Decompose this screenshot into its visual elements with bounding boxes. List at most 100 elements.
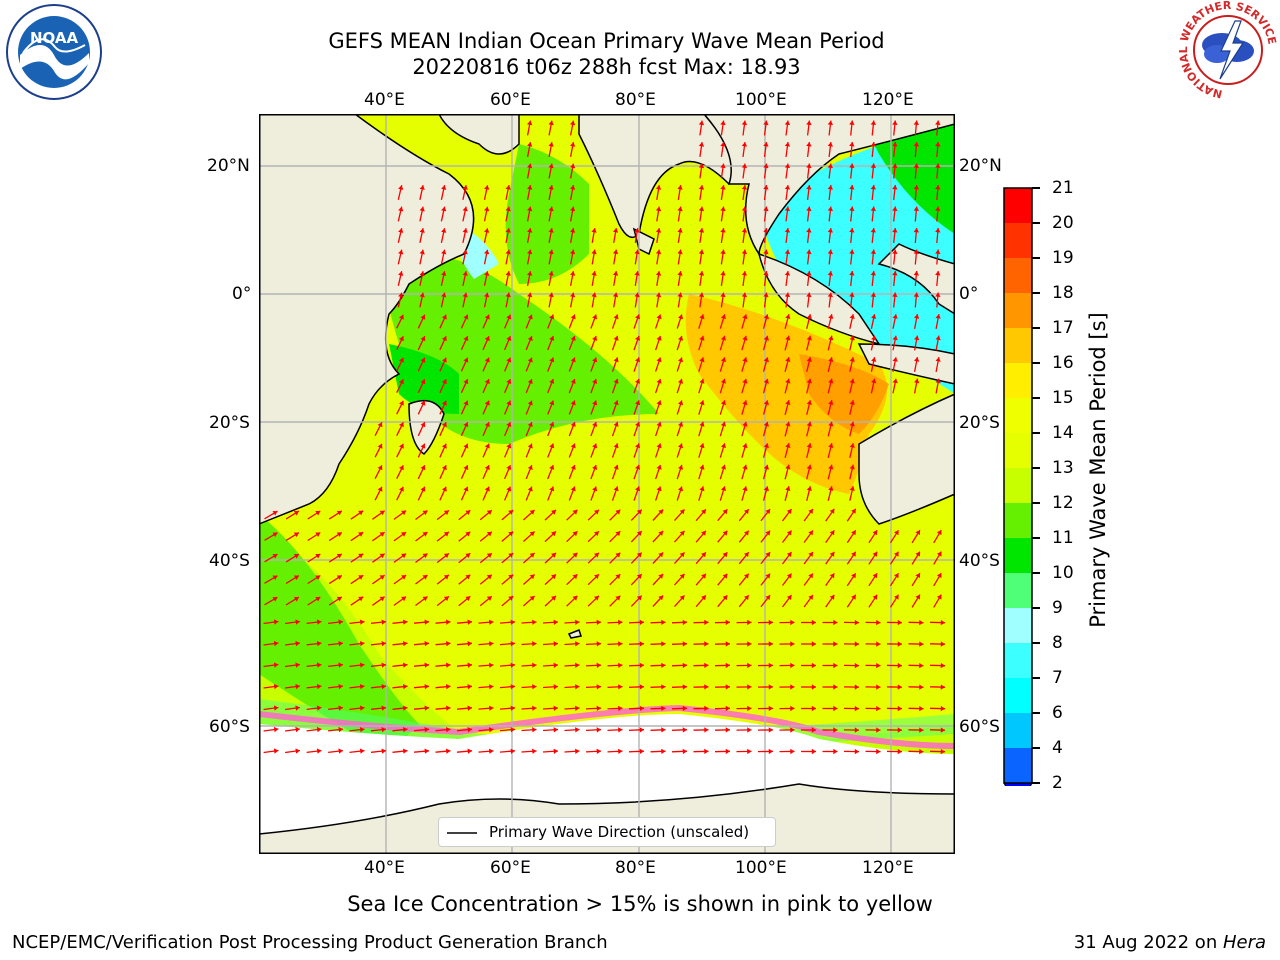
wave-arrow xyxy=(677,227,683,244)
wave-arrow xyxy=(827,486,834,501)
wave-arrow xyxy=(892,206,898,222)
wave-arrow xyxy=(456,748,473,754)
wave-arrow xyxy=(263,683,279,690)
wave-arrow xyxy=(655,227,662,244)
wave-arrow xyxy=(396,486,404,501)
wave-arrow xyxy=(328,596,343,606)
wave-arrow xyxy=(370,748,387,754)
wave-arrow xyxy=(908,619,924,626)
wave-arrow xyxy=(458,531,471,542)
wave-arrow xyxy=(397,185,404,200)
lon-label-top-120e: 120°E xyxy=(862,90,914,110)
wave-arrow xyxy=(720,163,726,179)
wave-arrow xyxy=(760,551,771,565)
wave-arrow xyxy=(892,270,898,287)
colorbar-segment xyxy=(1004,433,1032,468)
wave-arrow xyxy=(374,443,383,458)
wave-arrow xyxy=(525,486,533,501)
wave-arrow xyxy=(525,335,533,351)
lat-label-left-20n: 20°N xyxy=(207,156,250,176)
wave-arrow xyxy=(652,509,664,521)
wave-arrow xyxy=(542,662,559,668)
wave-arrow xyxy=(564,641,580,647)
wave-arrow xyxy=(458,574,471,585)
wave-arrow xyxy=(328,553,343,563)
wave-arrow xyxy=(460,421,469,437)
wave-arrow xyxy=(827,271,833,286)
wave-arrow xyxy=(933,572,942,587)
wave-arrow xyxy=(784,142,791,157)
wave-arrow xyxy=(719,443,726,458)
wave-arrow xyxy=(548,184,554,201)
wave-arrow xyxy=(714,684,731,690)
wave-arrow xyxy=(784,185,791,200)
wave-arrow xyxy=(525,464,533,480)
wave-arrow xyxy=(306,619,322,625)
wave-arrow xyxy=(671,641,688,647)
colorbar-segment xyxy=(1004,398,1032,433)
wave-arrow xyxy=(460,443,469,458)
wave-arrow xyxy=(521,684,537,690)
colorbar-tick-label: 18 xyxy=(1052,283,1074,303)
wave-arrow xyxy=(714,705,731,712)
wave-arrow xyxy=(462,271,468,286)
wave-arrow xyxy=(392,684,408,690)
wave-arrow xyxy=(350,596,364,606)
wave-arrow xyxy=(693,684,709,690)
wave-arrow xyxy=(306,662,322,668)
wave-arrow xyxy=(825,594,835,608)
wave-arrow xyxy=(719,335,726,351)
wave-arrow xyxy=(505,206,511,222)
wave-arrow xyxy=(456,662,473,668)
wave-arrow xyxy=(892,184,898,201)
wave-arrow xyxy=(349,619,365,625)
wave-arrow xyxy=(478,684,494,690)
wave-arrow xyxy=(849,486,855,501)
wave-arrow xyxy=(499,727,516,733)
wave-arrow xyxy=(784,378,791,394)
wave-arrow xyxy=(482,464,490,480)
wave-arrow xyxy=(849,421,855,437)
wave-arrow xyxy=(547,357,555,372)
wave-arrow xyxy=(568,335,576,351)
wave-arrow xyxy=(913,120,919,136)
wave-arrow xyxy=(482,421,490,437)
wave-arrow xyxy=(741,464,748,480)
wave-arrow xyxy=(763,271,769,286)
wave-arrow xyxy=(328,726,343,733)
wave-arrow xyxy=(568,464,576,480)
wave-arrow xyxy=(868,572,878,587)
wave-arrow xyxy=(806,120,812,136)
wave-arrow xyxy=(846,529,857,544)
wave-arrow xyxy=(720,142,726,157)
wave-arrow xyxy=(413,619,430,625)
wave-arrow xyxy=(717,530,728,543)
wave-arrow xyxy=(439,357,447,372)
wave-arrow xyxy=(396,422,404,436)
wave-arrow xyxy=(397,206,404,222)
wave-arrow xyxy=(285,532,300,541)
colorbar xyxy=(1003,187,1033,786)
wave-arrow xyxy=(720,228,726,243)
wave-arrow xyxy=(762,357,769,372)
wave-arrow xyxy=(568,443,576,458)
wave-arrow xyxy=(674,508,685,522)
wave-arrow xyxy=(762,443,769,458)
wave-arrow xyxy=(827,400,834,415)
wave-arrow xyxy=(568,486,576,501)
graticule xyxy=(259,114,955,854)
wave-arrow xyxy=(483,228,490,243)
wave-arrow xyxy=(587,509,600,521)
wave-arrow xyxy=(933,551,942,565)
wave-arrow xyxy=(415,531,428,542)
wave-arrow xyxy=(611,314,619,329)
wave-arrow xyxy=(633,486,641,501)
colorbar-tick-label: 9 xyxy=(1052,598,1063,618)
wave-arrow xyxy=(868,529,878,544)
wave-arrow xyxy=(654,335,662,351)
wave-arrow xyxy=(521,662,537,668)
wave-arrow xyxy=(396,336,404,350)
wave-arrow xyxy=(698,206,705,222)
wave-arrow xyxy=(372,596,385,606)
wave-arrow xyxy=(719,314,726,329)
